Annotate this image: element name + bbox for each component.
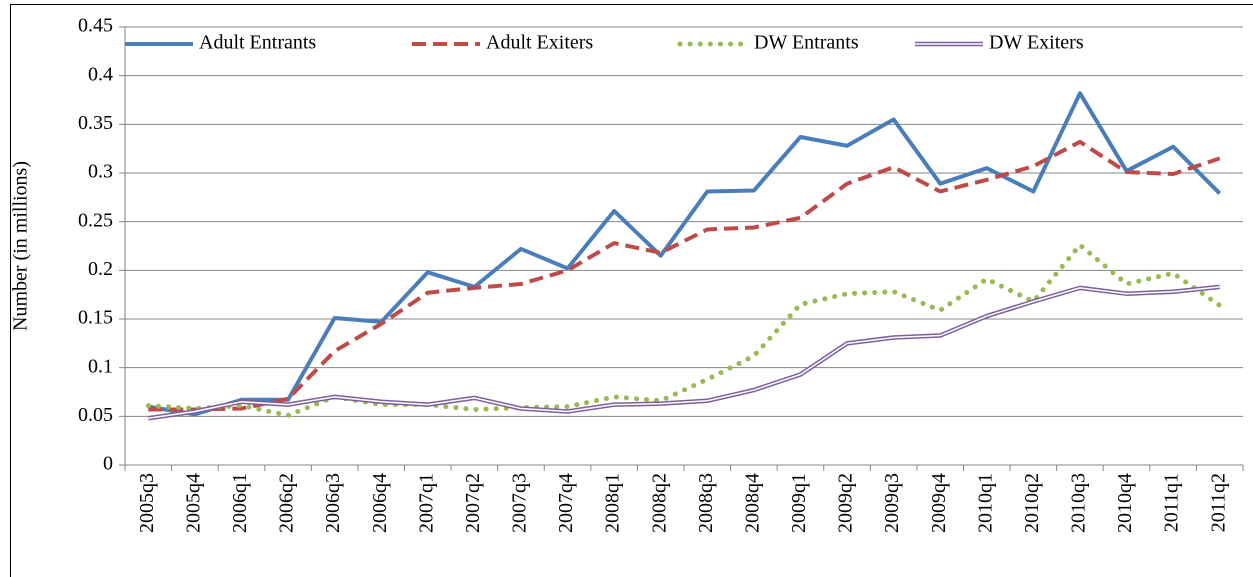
legend-label: Adult Exiters <box>486 32 593 54</box>
y-axis-label: Number (in millions) <box>10 161 32 331</box>
series-line <box>148 139 1221 412</box>
x-tick-label: 2010q3 <box>1068 473 1090 533</box>
legend-label: Adult Entrants <box>199 32 316 54</box>
x-tick-label: 2006q1 <box>229 473 251 533</box>
x-tick-label: 2007q2 <box>462 473 484 533</box>
y-tick-label: 0.05 <box>78 404 113 426</box>
y-tick-label: 0.25 <box>78 209 113 231</box>
x-tick-label: 2005q3 <box>136 473 158 533</box>
x-tick-label: 2008q1 <box>602 473 624 533</box>
legend-label: DW Exiters <box>989 32 1084 54</box>
series-line <box>147 284 1220 421</box>
x-tick-label: 2008q2 <box>648 473 670 533</box>
x-tick-label: 2007q1 <box>415 473 437 533</box>
x-tick-label: 2008q3 <box>695 473 717 533</box>
chart-border <box>10 4 1253 577</box>
legend-label: DW Entrants <box>754 32 859 54</box>
x-tick-label: 2005q4 <box>182 473 204 533</box>
y-tick-label: 0 <box>103 453 113 475</box>
x-tick-label: 2009q2 <box>835 473 857 533</box>
series-line <box>148 286 1220 420</box>
x-tick-label: 2011q2 <box>1207 473 1229 532</box>
x-tick-label: 2011q1 <box>1161 473 1183 532</box>
x-tick-label: 2006q4 <box>369 473 391 533</box>
y-tick-label: 0.3 <box>88 161 113 183</box>
x-tick-label: 2007q3 <box>509 473 531 533</box>
y-tick-label: 0.35 <box>78 112 113 134</box>
x-tick-label: 2009q1 <box>788 473 810 533</box>
x-tick-label: 2009q4 <box>928 473 950 533</box>
x-tick-label: 2009q3 <box>881 473 903 533</box>
x-tick-label: 2007q4 <box>555 473 577 533</box>
y-tick-label: 0.1 <box>88 355 113 377</box>
x-tick-label: 2010q1 <box>974 473 996 533</box>
x-tick-label: 2006q3 <box>322 473 344 533</box>
y-tick-label: 0.2 <box>88 258 113 280</box>
x-tick-label: 2010q4 <box>1114 473 1136 533</box>
y-tick-label: 0.45 <box>78 15 113 37</box>
y-tick-label: 0.4 <box>88 63 113 85</box>
series-line <box>147 91 1222 417</box>
x-tick-label: 2006q2 <box>276 473 298 533</box>
y-tick-label: 0.15 <box>78 307 113 329</box>
x-tick-label: 2010q2 <box>1021 473 1043 533</box>
x-tick-label: 2008q4 <box>741 473 763 533</box>
